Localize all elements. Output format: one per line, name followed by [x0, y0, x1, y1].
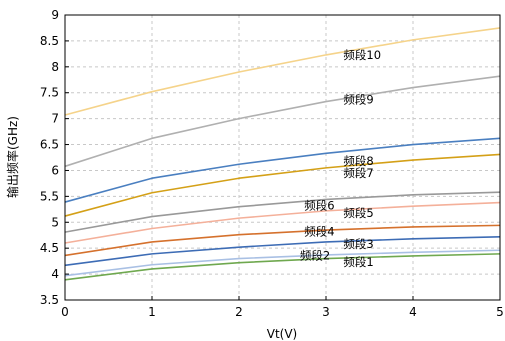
- y-axis-ticks: 3.5 4 4.5 5 5.5 6 6.5 7 7.5 8 8.5 9: [40, 8, 69, 307]
- x-tick-label: 0: [61, 305, 69, 319]
- series-label-4: 频段4: [304, 225, 334, 239]
- series-label-1: 频段1: [343, 255, 373, 269]
- series-label-8: 频段8: [343, 154, 373, 168]
- x-axis-ticks: 0 1 2 3 4 5: [61, 296, 504, 319]
- y-tick-label: 4.5: [40, 241, 59, 255]
- series-label-6: 频段6: [304, 199, 334, 213]
- y-tick-label: 4: [51, 267, 59, 281]
- x-tick-label: 1: [148, 305, 156, 319]
- series-line-6: [64, 191, 501, 233]
- series-label-3: 频段3: [343, 237, 373, 251]
- x-tick-label: 3: [322, 305, 330, 319]
- y-tick-label: 9: [51, 8, 59, 22]
- series-line-1: [64, 253, 501, 281]
- y-tick-label: 3.5: [40, 293, 59, 307]
- y-tick-label: 8.5: [40, 34, 59, 48]
- y-tick-label: 6.5: [40, 138, 59, 152]
- x-tick-label: 2: [235, 305, 243, 319]
- y-tick-label: 7.5: [40, 86, 59, 100]
- series-label-2: 频段2: [300, 248, 330, 262]
- x-axis-title: Vt(V): [267, 327, 298, 341]
- x-tick-label: 4: [409, 305, 417, 319]
- series-label-7: 频段7: [343, 166, 373, 180]
- series-line-10: [64, 27, 501, 116]
- series-label-10: 频段10: [343, 48, 381, 62]
- series-line-4: [64, 224, 501, 257]
- series-label-5: 频段5: [343, 206, 373, 220]
- series-line-3: [64, 235, 501, 267]
- y-axis-title: 输出频率(GHz): [5, 116, 20, 198]
- series-line-9: [64, 75, 501, 168]
- series-line-8: [64, 137, 501, 203]
- series-line-7: [64, 153, 501, 217]
- y-tick-label: 8: [51, 60, 59, 74]
- series-label-9: 频段9: [343, 92, 373, 106]
- series-line-5: [64, 201, 501, 244]
- y-tick-label: 5: [51, 215, 59, 229]
- plot-frame: [64, 14, 501, 301]
- y-tick-label: 7: [51, 112, 59, 126]
- y-tick-label: 5.5: [40, 189, 59, 203]
- y-tick-label: 6: [51, 163, 59, 177]
- series-line-2: [64, 249, 501, 277]
- series-lines: [64, 27, 501, 281]
- x-tick-label: 5: [496, 305, 504, 319]
- grid: [65, 15, 500, 300]
